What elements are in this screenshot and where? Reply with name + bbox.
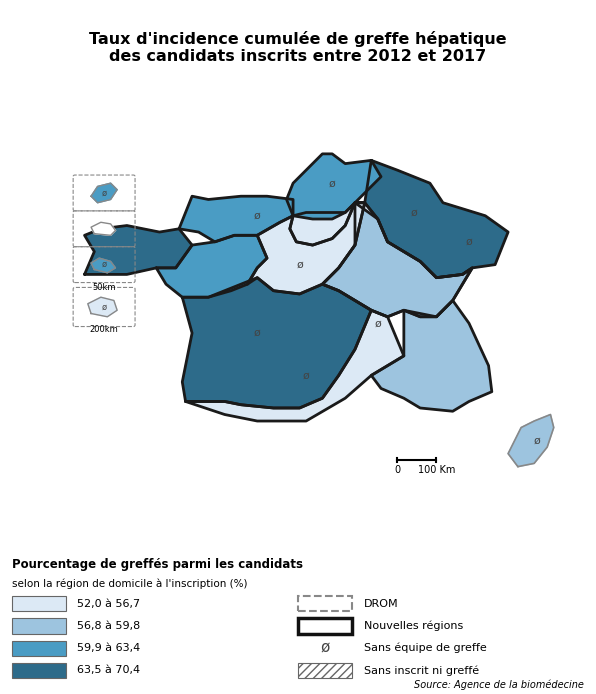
Text: ø: ø xyxy=(410,208,417,217)
Text: Source: Agence de la biomédecine: Source: Agence de la biomédecine xyxy=(414,679,584,690)
Polygon shape xyxy=(91,222,116,235)
Text: ø: ø xyxy=(465,237,473,247)
Text: ø: ø xyxy=(320,641,330,656)
Polygon shape xyxy=(185,310,404,421)
Polygon shape xyxy=(322,203,472,316)
Bar xyxy=(12,641,66,656)
Bar xyxy=(298,618,352,634)
Text: Pourcentage de greffés parmi les candidats: Pourcentage de greffés parmi les candida… xyxy=(12,558,303,571)
Text: 200km: 200km xyxy=(90,325,119,334)
Text: ø: ø xyxy=(534,436,541,446)
Polygon shape xyxy=(179,196,293,242)
Text: ø: ø xyxy=(329,178,336,188)
Bar xyxy=(12,618,66,634)
Text: ø: ø xyxy=(303,371,309,380)
Polygon shape xyxy=(322,203,472,316)
Polygon shape xyxy=(182,278,371,408)
Polygon shape xyxy=(290,203,355,245)
Polygon shape xyxy=(156,235,267,297)
Polygon shape xyxy=(91,183,117,203)
Bar xyxy=(298,663,352,678)
Bar xyxy=(12,596,66,611)
Text: ø: ø xyxy=(101,303,107,312)
Text: ø: ø xyxy=(374,319,381,328)
Text: 63,5 à 70,4: 63,5 à 70,4 xyxy=(77,666,141,675)
Text: des candidats inscrits entre 2012 et 2017: des candidats inscrits entre 2012 et 201… xyxy=(110,49,486,64)
Bar xyxy=(12,663,66,678)
Text: 100 Km: 100 Km xyxy=(418,465,455,475)
Text: selon la région de domicile à l'inscription (%): selon la région de domicile à l'inscript… xyxy=(12,579,247,589)
Text: 50km: 50km xyxy=(92,282,116,291)
Bar xyxy=(298,596,352,611)
Text: 59,9 à 63,4: 59,9 à 63,4 xyxy=(77,643,141,653)
Text: 0: 0 xyxy=(395,465,401,475)
Text: ø: ø xyxy=(254,211,260,221)
Text: DROM: DROM xyxy=(364,599,398,609)
Text: Sans équipe de greffe: Sans équipe de greffe xyxy=(364,643,486,654)
Text: ø: ø xyxy=(296,260,303,270)
Polygon shape xyxy=(508,414,554,466)
Polygon shape xyxy=(88,297,117,316)
Text: ø: ø xyxy=(254,328,260,338)
Text: Taux d'incidence cumulée de greffe hépatique: Taux d'incidence cumulée de greffe hépat… xyxy=(89,31,507,47)
Polygon shape xyxy=(365,160,508,278)
Polygon shape xyxy=(85,226,192,274)
Polygon shape xyxy=(287,154,381,219)
Polygon shape xyxy=(371,301,492,412)
Polygon shape xyxy=(91,258,116,273)
Text: Nouvelles régions: Nouvelles régions xyxy=(364,620,463,632)
Text: ø: ø xyxy=(101,189,107,198)
Text: 56,8 à 59,8: 56,8 à 59,8 xyxy=(77,621,141,631)
Text: ø: ø xyxy=(101,260,107,269)
Text: Sans inscrit ni greffé: Sans inscrit ni greffé xyxy=(364,665,479,676)
Text: 52,0 à 56,7: 52,0 à 56,7 xyxy=(77,599,141,609)
Polygon shape xyxy=(247,203,365,294)
